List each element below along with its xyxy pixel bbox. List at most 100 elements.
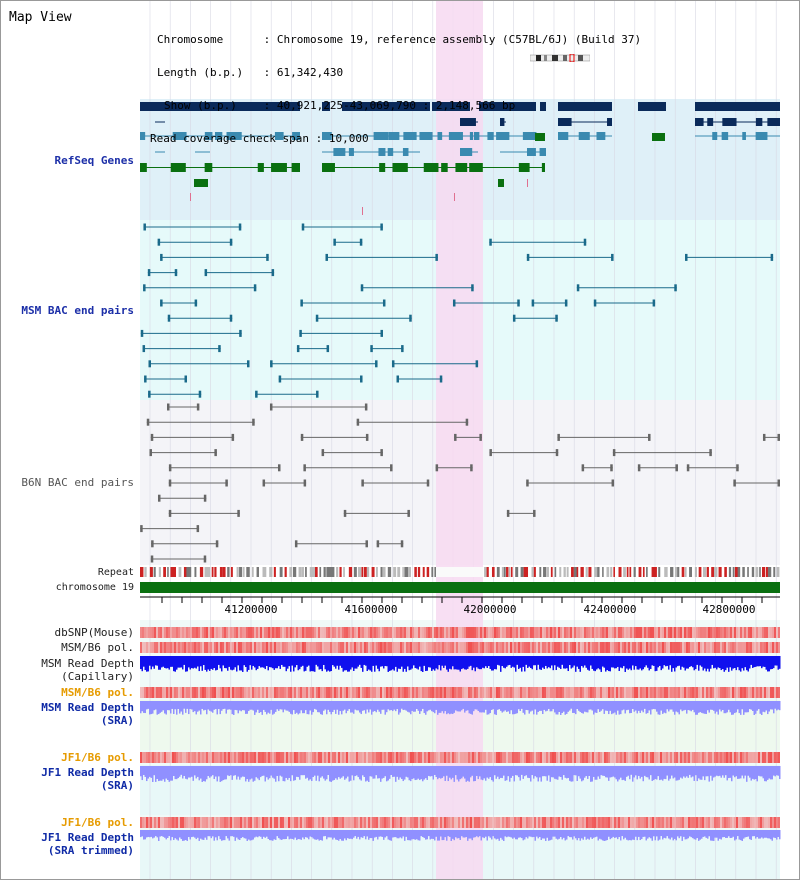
- jf1-pol-2-cell: [778, 817, 780, 828]
- jf1-depth-trim-bar: [315, 830, 317, 840]
- msm-depth-cap-bar: [486, 656, 488, 669]
- track-label-msm-depth-sra[interactable]: MSM Read Depth: [41, 701, 134, 714]
- jf1-pol-2-cell: [630, 817, 632, 828]
- msm-bac-end: [271, 269, 275, 277]
- jf1-depth-trim-bar: [438, 830, 440, 841]
- track-label-refseq[interactable]: RefSeq Genes: [54, 154, 134, 167]
- dbsnp-cell: [774, 627, 776, 638]
- refseq-gene-exon: [500, 118, 505, 126]
- jf1-pol-2-cell: [188, 817, 190, 828]
- msm-depth-sra-bar: [756, 701, 758, 711]
- msm-depth-sra-bar: [773, 701, 775, 714]
- repeat-element: [664, 567, 668, 577]
- msm-depth-sra-bar: [729, 701, 731, 713]
- jf1-pol-1-cell: [758, 752, 760, 763]
- jf1-depth-sra-bar: [260, 766, 262, 778]
- msm-depth-sra-bar: [722, 701, 724, 710]
- msm-pol-2-cell: [214, 687, 216, 698]
- jf1-depth-trim-bar: [542, 830, 544, 839]
- msm-depth-sra-bar: [704, 701, 706, 714]
- jf1-depth-sra-bar: [492, 766, 494, 782]
- jf1-pol-1-cell: [556, 752, 558, 763]
- msm-pol-2-cell: [670, 687, 672, 698]
- refseq-gene-exon: [271, 163, 287, 172]
- jf1-depth-trim-bar: [498, 830, 500, 841]
- jf1-pol-2-cell: [404, 817, 406, 828]
- msm-depth-sra-bar: [720, 701, 722, 712]
- msm-pol-1-cell: [402, 642, 404, 653]
- msm-pol-2-cell: [140, 687, 142, 698]
- msm-pol-2-cell: [618, 687, 620, 698]
- jf1-pol-1-cell: [216, 752, 218, 763]
- msm-depth-sra-bar: [293, 701, 295, 711]
- msm-depth-sra-bar: [609, 701, 611, 711]
- jf1-depth-trim-bar: [197, 830, 199, 838]
- msm-pol-1-cell: [548, 642, 550, 653]
- track-label-msm-pol-2[interactable]: MSM/B6 pol.: [61, 686, 134, 699]
- dbsnp-cell: [534, 627, 536, 638]
- jf1-pol-2-cell: [454, 817, 456, 828]
- jf1-depth-sra-bar: [234, 766, 236, 776]
- msm-depth-sra-bar: [434, 701, 436, 714]
- jf1-pol-2-cell: [634, 817, 636, 828]
- jf1-depth-trim-bar: [465, 830, 467, 838]
- msm-pol-2-cell: [474, 687, 476, 698]
- track-label-jf1-pol-1[interactable]: JF1/B6 pol.: [61, 751, 134, 764]
- jf1-pol-1-cell: [676, 752, 678, 763]
- jf1-depth-sra-bar: [554, 766, 556, 779]
- jf1-depth-sra-bar: [671, 766, 673, 776]
- jf1-depth-sra-bar: [302, 766, 304, 776]
- msm-pol-2-cell: [192, 687, 194, 698]
- jf1-depth-trim-bar: [437, 830, 439, 841]
- track-label-msm-depth-cap[interactable]: MSM Read Depth: [41, 657, 134, 670]
- msm-pol-1-cell: [738, 642, 740, 653]
- msm-depth-sra-bar: [462, 701, 464, 709]
- msm-pol-1-cell: [414, 642, 416, 653]
- track-label-msm-pol-1[interactable]: MSM/B6 pol.: [61, 641, 134, 654]
- msm-pol-2-cell: [682, 687, 684, 698]
- jf1-depth-sra-bar: [413, 766, 415, 779]
- jf1-pol-1-cell: [490, 752, 492, 763]
- msm-pol-1-cell: [272, 642, 274, 653]
- repeat-element: [580, 567, 584, 577]
- track-label-repeat[interactable]: Repeat: [97, 567, 134, 578]
- msm-depth-sra-bar: [368, 701, 370, 713]
- track-label-jf1-depth-trim[interactable]: JF1 Read Depth: [41, 831, 134, 844]
- track-label-jf1-depth-sra[interactable]: JF1 Read Depth: [41, 766, 134, 779]
- jf1-pol-1-cell: [728, 752, 730, 763]
- msm-depth-sra-bar: [749, 701, 751, 710]
- jf1-pol-2-cell: [484, 817, 486, 828]
- track-label-msm-bac[interactable]: MSM BAC end pairs: [21, 304, 134, 317]
- jf1-pol-2-cell: [444, 817, 446, 828]
- msm-depth-sra-bar: [465, 701, 467, 711]
- track-label-b6n-bac[interactable]: B6N BAC end pairs: [21, 476, 134, 489]
- jf1-depth-sra-bar: [315, 766, 317, 781]
- msm-depth-cap-bar: [461, 656, 463, 670]
- msm-depth-sra-bar: [308, 701, 310, 715]
- msm-depth-cap-bar: [656, 656, 658, 671]
- dbsnp-cell: [262, 627, 264, 638]
- jf1-depth-sra-bar: [615, 766, 617, 780]
- msm-pol-2-cell: [168, 687, 170, 698]
- jf1-pol-2-cell: [440, 817, 442, 828]
- jf1-depth-trim-bar: [641, 830, 643, 840]
- jf1-depth-sra-bar: [269, 766, 271, 779]
- msm-depth-cap-bar: [495, 656, 497, 670]
- msm-depth-cap-bar: [243, 656, 245, 666]
- jf1-pol-1-cell: [570, 752, 572, 763]
- jf1-depth-sra-bar: [429, 766, 431, 777]
- msm-depth-cap-bar: [326, 656, 328, 672]
- dbsnp-cell: [482, 627, 484, 638]
- chromosome-ideogram[interactable]: [530, 54, 590, 62]
- jf1-pol-2-cell: [744, 817, 746, 828]
- msm-depth-cap-bar: [191, 656, 193, 669]
- jf1-depth-trim-bar: [320, 830, 322, 840]
- jf1-pol-2-cell: [214, 817, 216, 828]
- msm-depth-sra-bar: [152, 701, 154, 714]
- track-label-dbsnp[interactable]: dbSNP(Mouse): [54, 626, 134, 639]
- track-label-jf1-pol-2[interactable]: JF1/B6 pol.: [61, 816, 134, 829]
- jf1-pol-1-cell: [460, 752, 462, 763]
- msm-bac-end: [148, 390, 151, 398]
- jf1-depth-trim-bar: [275, 830, 277, 840]
